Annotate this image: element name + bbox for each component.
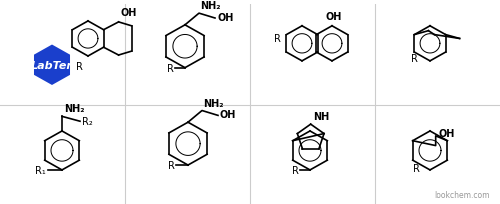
Text: OH: OH [326, 12, 342, 22]
Text: R: R [292, 165, 299, 175]
Text: R₁: R₁ [35, 165, 46, 175]
Text: R: R [76, 62, 83, 72]
Text: LabTer: LabTer [31, 60, 73, 70]
Text: NH: NH [312, 112, 329, 122]
Text: OH: OH [217, 13, 234, 23]
Text: OH: OH [220, 110, 236, 120]
Text: R: R [167, 63, 174, 73]
Text: NH₂: NH₂ [64, 104, 84, 114]
Text: R₂: R₂ [82, 117, 93, 127]
Text: OH: OH [120, 8, 137, 18]
Text: NH₂: NH₂ [203, 98, 224, 108]
Text: lookchem.com: lookchem.com [434, 190, 490, 199]
Text: R: R [413, 163, 420, 173]
Text: R: R [411, 54, 418, 64]
Text: OH: OH [438, 128, 455, 138]
Text: NH₂: NH₂ [200, 1, 220, 11]
Text: R: R [168, 160, 175, 170]
Polygon shape [33, 44, 71, 87]
Text: R: R [274, 34, 281, 44]
